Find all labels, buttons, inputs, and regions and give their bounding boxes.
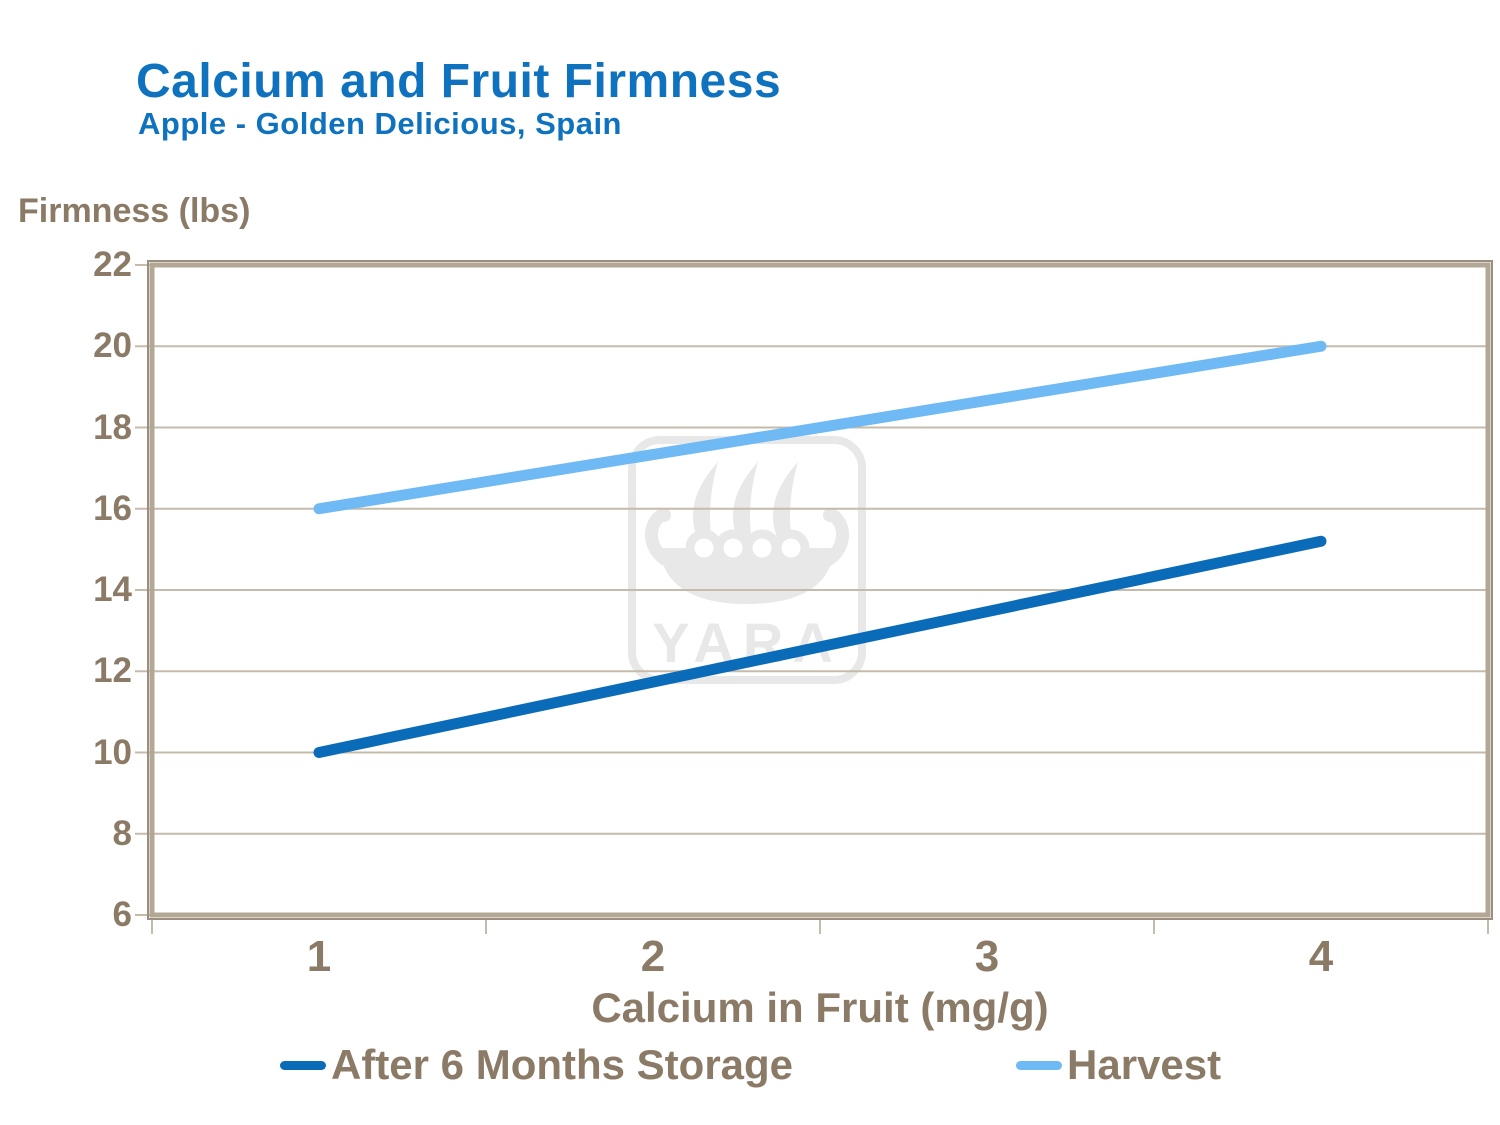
legend-label: After 6 Months Storage bbox=[331, 1041, 794, 1088]
x-axis-title: Calcium in Fruit (mg/g) bbox=[591, 984, 1049, 1031]
watermark-stern-knob bbox=[823, 508, 837, 522]
x-tick-label: 4 bbox=[1308, 932, 1334, 981]
watermark-prow-icon bbox=[645, 509, 673, 567]
legend-label: Harvest bbox=[1067, 1041, 1222, 1088]
legend-item-harvest: Harvest bbox=[1016, 1039, 1221, 1091]
watermark-shield-icon bbox=[685, 529, 723, 567]
y-tick-label: 12 bbox=[93, 651, 132, 691]
y-tick-label: 6 bbox=[112, 895, 132, 934]
x-tick-label: 2 bbox=[640, 932, 666, 981]
legend-swatch-after-6-months-storage bbox=[280, 1060, 326, 1070]
legend-item-after-6-months-storage: After 6 Months Storage bbox=[280, 1039, 793, 1091]
watermark-prow-knob bbox=[657, 508, 671, 522]
series-line-harvest bbox=[313, 340, 1327, 515]
y-tick-label: 18 bbox=[93, 407, 132, 447]
y-tick-label: 20 bbox=[93, 326, 132, 366]
y-tick-label: 14 bbox=[93, 570, 132, 609]
y-axis-title: Firmness (lbs) bbox=[18, 192, 251, 230]
watermark-stern-icon bbox=[821, 509, 849, 567]
watermark-shield-icon bbox=[772, 529, 810, 567]
legend-swatch-harvest bbox=[1016, 1060, 1062, 1070]
y-tick-label: 16 bbox=[93, 488, 132, 528]
x-tick-label: 1 bbox=[306, 932, 332, 981]
y-tick-label: 22 bbox=[93, 245, 132, 284]
y-tick-label: 10 bbox=[93, 732, 132, 772]
x-tick-label: 3 bbox=[974, 932, 1000, 981]
plot-border-outer bbox=[147, 260, 1493, 920]
yara-watermark-logo: YARA bbox=[628, 436, 866, 684]
chart-subtitle: Apple - Golden Delicious, Spain bbox=[138, 106, 622, 141]
y-tick-label: 8 bbox=[112, 813, 132, 853]
series-line-after-6-months-storage bbox=[313, 535, 1327, 758]
plot-border bbox=[149, 262, 1491, 918]
chart-title: Calcium and Fruit Firmness bbox=[136, 55, 782, 108]
watermark-shield-icon bbox=[714, 529, 752, 567]
watermark-shield-icon bbox=[743, 529, 781, 567]
